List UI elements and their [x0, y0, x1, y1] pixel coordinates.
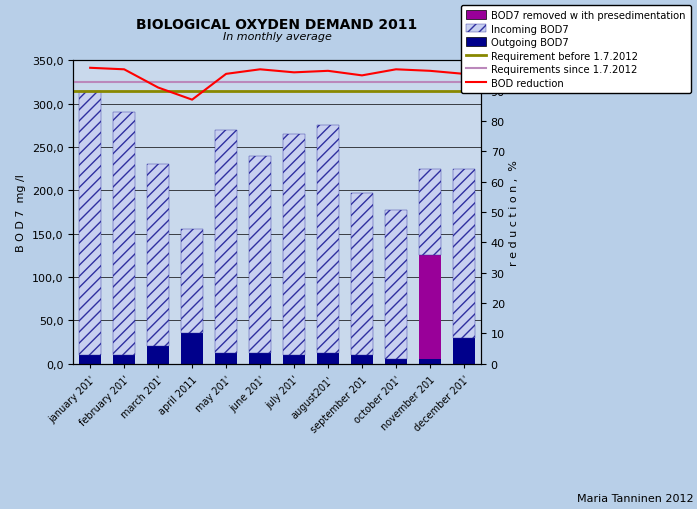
- Bar: [147, 165, 169, 347]
- Bar: [419, 359, 441, 364]
- Bar: [283, 135, 305, 355]
- Bar: [181, 230, 203, 334]
- Text: march 201': march 201': [119, 374, 165, 420]
- Bar: [79, 92, 101, 355]
- Bar: [419, 256, 441, 359]
- Bar: [249, 156, 271, 354]
- Bar: [181, 334, 203, 364]
- Bar: [113, 113, 135, 355]
- Bar: [215, 354, 237, 364]
- Text: april 2011: april 2011: [157, 374, 199, 416]
- Bar: [79, 355, 101, 364]
- Bar: [453, 169, 475, 338]
- Bar: [385, 359, 407, 364]
- Y-axis label: r e d u c t i o n ,  %: r e d u c t i o n , %: [509, 160, 519, 265]
- Bar: [385, 211, 407, 359]
- Bar: [147, 347, 169, 364]
- Text: february 201': february 201': [77, 374, 131, 428]
- Text: BIOLOGICAL OXYDEN DEMAND 2011: BIOLOGICAL OXYDEN DEMAND 2011: [137, 18, 418, 32]
- Text: may 201': may 201': [194, 374, 233, 413]
- Text: august201': august201': [289, 374, 335, 420]
- Bar: [283, 355, 305, 364]
- Bar: [249, 354, 271, 364]
- Text: july 201': july 201': [265, 374, 301, 411]
- Text: january 201': january 201': [47, 374, 98, 425]
- Bar: [351, 193, 373, 355]
- Bar: [317, 354, 339, 364]
- Text: june 201': june 201': [228, 374, 267, 413]
- Legend: BOD7 removed w ith presedimentation, Incoming BOD7, Outgoing BOD7, Requirement b: BOD7 removed w ith presedimentation, Inc…: [461, 6, 691, 93]
- Text: november 201: november 201: [380, 374, 437, 432]
- Text: In monthly average: In monthly average: [222, 32, 332, 42]
- Text: october 201': october 201': [353, 374, 403, 425]
- Bar: [215, 131, 237, 354]
- Bar: [317, 126, 339, 354]
- Bar: [113, 355, 135, 364]
- Text: september 201: september 201: [309, 374, 369, 434]
- Y-axis label: B O D 7  mg /l: B O D 7 mg /l: [16, 174, 26, 251]
- Text: Maria Tanninen 2012: Maria Tanninen 2012: [577, 493, 694, 503]
- Bar: [453, 338, 475, 364]
- Text: december 201': december 201': [412, 374, 471, 433]
- Bar: [351, 355, 373, 364]
- Bar: [419, 169, 441, 256]
